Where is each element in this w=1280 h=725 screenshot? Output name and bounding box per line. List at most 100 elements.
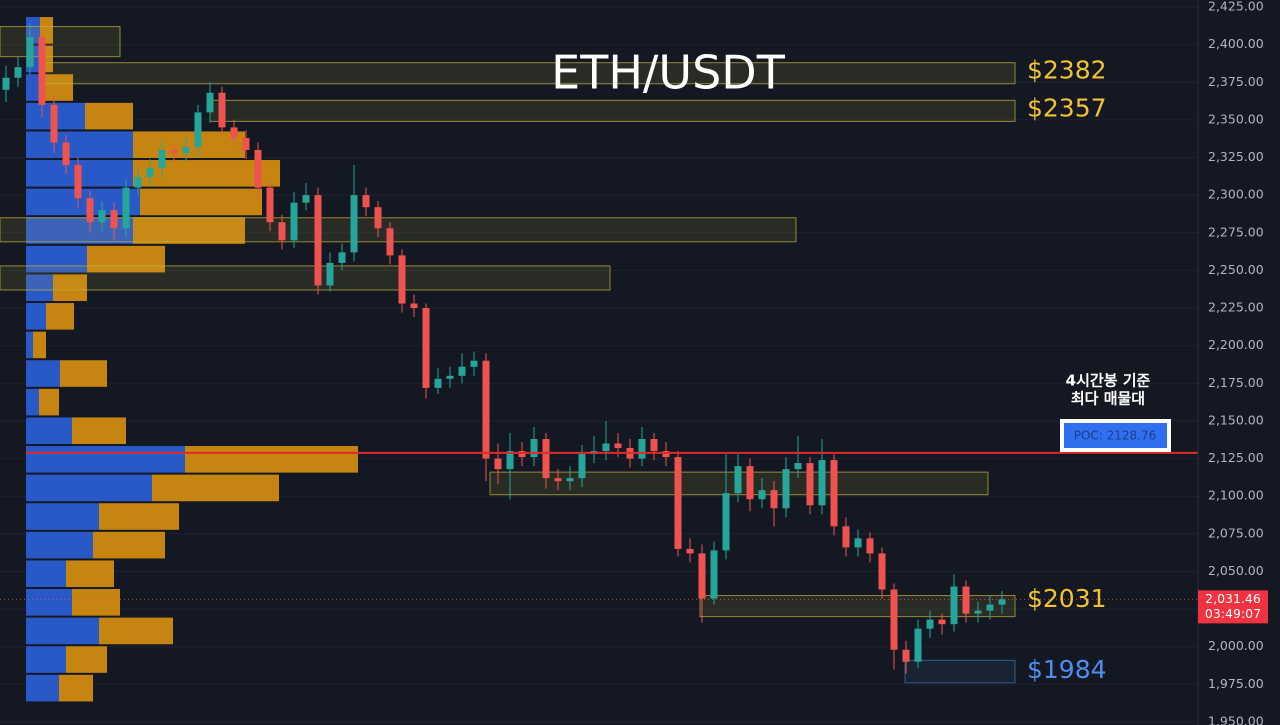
y-tick-label: 2,300.00 <box>1208 187 1264 202</box>
candle-body <box>890 589 898 650</box>
candle-body <box>782 469 790 509</box>
candle-body <box>794 463 802 470</box>
candle-body <box>734 466 742 494</box>
candle-body <box>770 490 778 509</box>
candle-body <box>254 150 262 188</box>
profile-buy <box>26 274 53 302</box>
candle-body <box>914 628 922 662</box>
profile-sell <box>45 74 73 101</box>
profile-sell <box>60 360 107 387</box>
candle-body <box>842 526 850 548</box>
candle-body <box>650 439 658 452</box>
candle-body <box>86 198 94 223</box>
candle-body <box>962 586 970 614</box>
candle-body <box>602 443 610 452</box>
profile-sell <box>33 331 46 359</box>
profile-buy <box>26 360 60 387</box>
candle-body <box>638 439 646 459</box>
candle-body <box>614 443 622 449</box>
profile-buy <box>26 503 99 530</box>
candle-body <box>710 550 718 599</box>
candle-body <box>398 255 406 304</box>
candle-body <box>62 142 70 166</box>
annotation: 최다 매물대 <box>1071 390 1145 408</box>
candle-body <box>974 610 982 614</box>
profile-sell <box>133 131 245 159</box>
profile-buy <box>26 646 66 673</box>
profile-sell <box>66 646 107 673</box>
profile-sell <box>99 503 179 530</box>
overlay <box>0 451 1198 600</box>
y-tick-label: 2,400.00 <box>1208 36 1264 51</box>
y-tick-label: 1,950.00 <box>1208 714 1264 725</box>
candle-body <box>410 303 418 309</box>
profile-sell <box>39 388 59 416</box>
y-tick-label: 2,100.00 <box>1208 488 1264 503</box>
candle-body <box>422 308 430 388</box>
profile-buy <box>26 417 72 445</box>
candle-body <box>818 460 826 506</box>
profile-sell <box>53 274 87 302</box>
zone <box>209 99 1016 122</box>
profile-sell <box>185 446 358 473</box>
zone <box>0 265 611 291</box>
y-tick-label: 2,175.00 <box>1208 375 1264 390</box>
candle-body <box>278 222 286 241</box>
y-tick-label: 2,250.00 <box>1208 262 1264 277</box>
y-tick-label: 2,425.00 <box>1208 0 1264 14</box>
candle-body <box>302 195 310 203</box>
candle-body <box>578 454 586 479</box>
volume-profile <box>26 17 358 702</box>
price-label: $2031 <box>1027 584 1107 613</box>
profile-sell <box>40 17 53 44</box>
candle-body <box>926 619 934 629</box>
candle-body <box>338 252 346 263</box>
price-label: $2357 <box>1027 93 1107 122</box>
candle-body <box>362 195 370 208</box>
candle-body <box>746 466 754 500</box>
profile-sell <box>46 303 74 330</box>
zone <box>0 217 797 243</box>
candle-body <box>38 37 46 105</box>
candle-body <box>242 137 250 150</box>
zone <box>904 659 1016 684</box>
candle-body <box>134 177 142 188</box>
profile-buy <box>26 617 99 645</box>
y-tick-label: 2,225.00 <box>1208 300 1264 315</box>
last-price-box <box>1198 590 1268 624</box>
profile-buy <box>26 303 46 330</box>
candle-body <box>266 187 274 223</box>
profile-buy <box>26 388 39 416</box>
y-tick-label: 2,075.00 <box>1208 525 1264 540</box>
candle-body <box>146 168 154 178</box>
candle-body <box>494 458 502 470</box>
candle-body <box>554 478 562 482</box>
candle-body <box>902 649 910 662</box>
profile-sell <box>140 188 262 216</box>
candle-body <box>530 439 538 458</box>
candle-body <box>14 67 22 78</box>
y-tick-label: 2,350.00 <box>1208 111 1264 126</box>
profile-buy <box>26 474 152 502</box>
candle-body <box>314 195 322 286</box>
y-tick-label: 2,375.00 <box>1208 74 1264 89</box>
zones <box>0 26 1016 684</box>
candle-body <box>98 210 106 223</box>
candle-body <box>386 228 394 256</box>
y-tick-label: 2,275.00 <box>1208 224 1264 239</box>
candle-body <box>542 439 550 479</box>
profile-sell <box>87 245 165 273</box>
candle-body <box>74 165 82 199</box>
profile-buy <box>26 245 87 273</box>
candle-body <box>518 451 526 458</box>
zone <box>0 26 121 58</box>
candle-body <box>230 127 238 138</box>
candle-body <box>830 460 838 527</box>
last-price-label: 2,031.46 <box>1205 591 1261 606</box>
zone <box>699 595 1016 618</box>
candle-body <box>686 548 694 554</box>
y-tick-label: 1,975.00 <box>1208 676 1264 691</box>
candle-body <box>482 360 490 459</box>
profile-buy <box>26 560 66 588</box>
